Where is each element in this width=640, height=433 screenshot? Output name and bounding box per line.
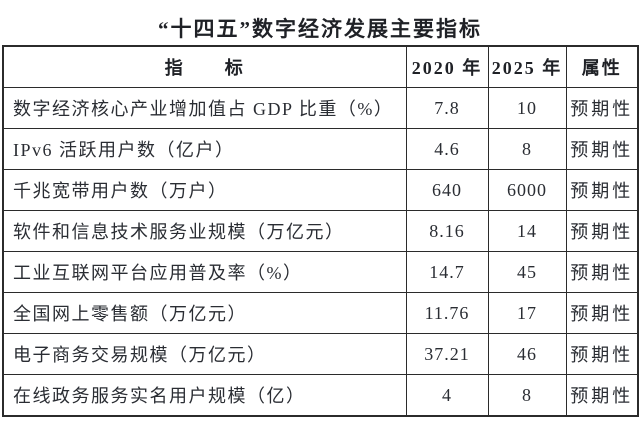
table-row: IPv6 活跃用户数（亿户） 4.6 8 预期性 [2, 128, 639, 170]
value-2020-cell: 4.6 [405, 128, 489, 170]
attribute-cell: 预期性 [565, 333, 639, 375]
header-row: 指 标 2020 年 2025 年 属性 [2, 45, 639, 88]
value-2025-cell: 6000 [487, 169, 567, 211]
indicator-cell: 电子商务交易规模（万亿元） [2, 333, 407, 375]
value-2025-cell: 10 [487, 87, 567, 129]
attribute-cell: 预期性 [565, 251, 639, 293]
value-2020-cell: 14.7 [405, 251, 489, 293]
attribute-cell: 预期性 [565, 87, 639, 129]
table-row: 全国网上零售额（万亿元） 11.76 17 预期性 [2, 292, 639, 334]
attribute-cell: 预期性 [565, 374, 639, 417]
value-2025-cell: 46 [487, 333, 567, 375]
value-2020-cell: 7.8 [405, 87, 489, 129]
page-title: “十四五”数字经济发展主要指标 [158, 17, 482, 41]
value-2020-cell: 640 [405, 169, 489, 211]
table-row: 软件和信息技术服务业规模（万亿元） 8.16 14 预期性 [2, 210, 639, 252]
indicator-cell: 数字经济核心产业增加值占 GDP 比重（%） [2, 87, 407, 129]
table-row: 千兆宽带用户数（万户） 640 6000 预期性 [2, 169, 639, 211]
attribute-cell: 预期性 [565, 210, 639, 252]
value-2025-cell: 8 [487, 128, 567, 170]
value-2025-cell: 14 [487, 210, 567, 252]
indicator-cell: 千兆宽带用户数（万户） [2, 169, 407, 211]
indicator-cell: IPv6 活跃用户数（亿户） [2, 128, 407, 170]
column-header-attribute: 属性 [565, 45, 639, 88]
attribute-cell: 预期性 [565, 128, 639, 170]
table-row: 工业互联网平台应用普及率（%） 14.7 45 预期性 [2, 251, 639, 293]
attribute-cell: 预期性 [565, 169, 639, 211]
table-row: 在线政务服务实名用户规模（亿） 4 8 预期性 [2, 374, 639, 417]
value-2020-cell: 8.16 [405, 210, 489, 252]
indicator-cell: 在线政务服务实名用户规模（亿） [2, 374, 407, 417]
column-header-indicator: 指 标 [2, 45, 407, 88]
indicators-table: 指 标 2020 年 2025 年 属性 数字经济核心产业增加值占 GDP 比重… [2, 45, 639, 417]
value-2025-cell: 17 [487, 292, 567, 334]
value-2025-cell: 8 [487, 374, 567, 417]
attribute-cell: 预期性 [565, 292, 639, 334]
column-header-2025: 2025 年 [487, 45, 567, 88]
value-2020-cell: 37.21 [405, 333, 489, 375]
table-row: 电子商务交易规模（万亿元） 37.21 46 预期性 [2, 333, 639, 375]
indicator-cell: 软件和信息技术服务业规模（万亿元） [2, 210, 407, 252]
column-header-2020: 2020 年 [405, 45, 489, 88]
table-row: 数字经济核心产业增加值占 GDP 比重（%） 7.8 10 预期性 [2, 87, 639, 129]
value-2020-cell: 4 [405, 374, 489, 417]
indicator-cell: 工业互联网平台应用普及率（%） [2, 251, 407, 293]
value-2020-cell: 11.76 [405, 292, 489, 334]
value-2025-cell: 45 [487, 251, 567, 293]
indicator-cell: 全国网上零售额（万亿元） [2, 292, 407, 334]
